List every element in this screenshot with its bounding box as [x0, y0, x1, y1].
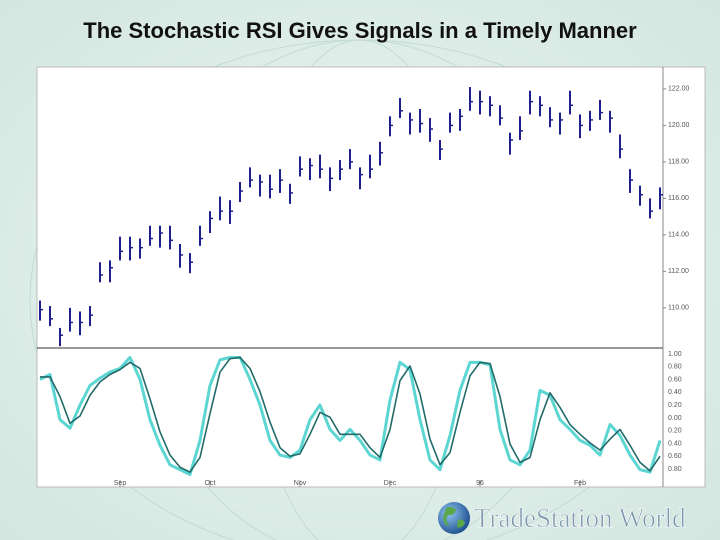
logo-globe — [438, 502, 470, 534]
x-tick-label: Sep — [114, 480, 127, 487]
y-tick-label: 0.40 — [668, 440, 682, 447]
chart-area — [36, 66, 706, 488]
y-tick-label: 0.60 — [668, 376, 682, 383]
y-tick-label: 0.00 — [668, 415, 682, 422]
logo-text: TradeStation World — [474, 503, 686, 533]
y-tick-label: 1.00 — [668, 351, 682, 358]
x-tick-label: Dec — [384, 480, 397, 487]
logo-land — [443, 506, 465, 528]
x-tick-label: Oct — [205, 480, 216, 487]
stoch-line — [39, 355, 662, 477]
y-tick-label: 110.00 — [668, 305, 689, 312]
y-tick-label: 112.00 — [668, 268, 689, 275]
y-tick-label: 0.40 — [668, 389, 682, 396]
y-tick-label: 118.00 — [668, 159, 689, 166]
y-tick-label: 114.00 — [668, 232, 689, 239]
y-tick-label: 122.00 — [668, 86, 690, 93]
slide-title: The Stochastic RSI Gives Signals in a Ti… — [83, 18, 637, 43]
x-tick-label: Nov — [294, 480, 307, 487]
x-tick-label: Feb — [574, 480, 586, 487]
stoch-line — [40, 356, 661, 473]
y-tick-label: 0.80 — [668, 466, 682, 473]
y-tick-label: 116.00 — [668, 195, 689, 202]
y-tick-label: 120.00 — [668, 122, 690, 129]
y-tick-label: 0.20 — [668, 402, 682, 409]
x-tick-label: 96 — [476, 480, 484, 487]
y-tick-label: 0.80 — [668, 364, 682, 371]
y-tick-label: 0.60 — [668, 453, 682, 460]
y-tick-label: 0.20 — [668, 428, 682, 435]
